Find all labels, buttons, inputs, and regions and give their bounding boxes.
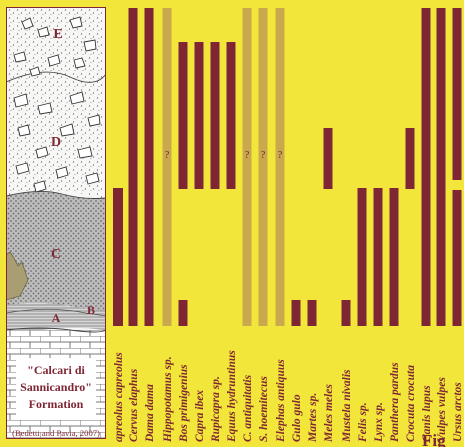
clast bbox=[69, 91, 85, 105]
species-label-ursus-arctos: Ursus arctos bbox=[452, 382, 464, 442]
range-bar-canis-lupus bbox=[421, 8, 431, 326]
range-bar-capreolus-capreolus bbox=[113, 188, 123, 326]
species-label-capreolus-capreolus: apreolus capreolus bbox=[113, 352, 125, 442]
species-label-equus-hydruntinus: Equus hydruntinus bbox=[226, 350, 238, 443]
layer-label-c: C bbox=[51, 247, 61, 262]
species-label-vulpes-vulpes: Vulpes vulpes bbox=[436, 377, 448, 442]
species-label-s-hoemitecus: S. hoemitecus bbox=[258, 376, 270, 442]
species-label-lynx-sp: Lynx sp. bbox=[373, 402, 385, 443]
contact-line-d-c bbox=[6, 191, 106, 199]
range-bar-bos-primigenius bbox=[178, 42, 188, 189]
range-bar-dama-dama bbox=[144, 8, 154, 326]
clast-fragments bbox=[13, 16, 101, 193]
formation-label-line-2: Sannicandro" bbox=[20, 380, 92, 394]
clast bbox=[47, 54, 61, 67]
range-bar-hippopotamus-sp bbox=[162, 8, 172, 326]
species-label-crocuta-crocuta: Crocuta crocuta bbox=[405, 365, 417, 442]
contact-line-bedrock bbox=[6, 327, 106, 333]
species-label-hippopotamus-sp: Hippopotamus sp. bbox=[162, 356, 174, 443]
species-labels: apreolus capreolus Cervus elaphus Dama dam… bbox=[113, 149, 464, 443]
clast bbox=[55, 166, 69, 179]
clast bbox=[21, 17, 34, 30]
species-label-bos-primigenius: Bos primigenius bbox=[178, 364, 190, 443]
layer-label-a: A bbox=[52, 311, 61, 325]
clast bbox=[37, 102, 53, 115]
species-label-elephas-antiquus: Elephas antiquus bbox=[275, 359, 287, 443]
range-bar-felis-sp bbox=[357, 188, 367, 326]
range-bar-rupicapra-sp bbox=[210, 42, 220, 189]
range-bars bbox=[113, 8, 462, 326]
formation-label-line-3: Formation bbox=[29, 397, 84, 411]
range-bar-ursus-arctos bbox=[452, 8, 462, 180]
range-bar-bos-primigenius-2 bbox=[178, 300, 188, 326]
species-label-meles-meles: Meles meles bbox=[323, 384, 335, 443]
formation-label-box bbox=[16, 358, 96, 420]
species-label-c-antiquitatis: C. antiquitatis bbox=[242, 374, 254, 442]
range-bar-cervus-elaphus bbox=[128, 8, 138, 326]
species-label-cervus-elaphus: Cervus elaphus bbox=[128, 368, 140, 442]
species-label-rupicapra-sp: Rupicapra sp. bbox=[210, 376, 222, 443]
range-bar-elephas-antiquus bbox=[275, 8, 285, 326]
clast bbox=[15, 162, 30, 175]
layer-label-e: E bbox=[53, 27, 62, 42]
species-label-panthera-pardus: Panthera pardus bbox=[389, 362, 401, 442]
clast bbox=[85, 172, 100, 185]
range-bar-panthera-pardus bbox=[389, 188, 399, 326]
clast bbox=[69, 16, 83, 29]
range-bar-equus-hydruntinus bbox=[226, 42, 236, 189]
uncertain-mark-c-antiquitatis: ? bbox=[245, 149, 250, 161]
uncertain-mark-hippopotamus-sp: ? bbox=[165, 149, 170, 161]
clast bbox=[73, 57, 86, 69]
clast bbox=[17, 124, 31, 137]
species-label-mustela-nivalis: Mustela nivalis bbox=[341, 369, 353, 443]
range-bar-c-antiquitatis bbox=[242, 8, 252, 326]
clast bbox=[29, 66, 41, 77]
source-credit: (Bedetti and Pavia, 2007) bbox=[12, 428, 100, 438]
clast bbox=[37, 26, 50, 38]
rock-outcrop bbox=[6, 251, 29, 301]
clast bbox=[13, 51, 27, 63]
uncertain-mark-s-hoemitecus: ? bbox=[261, 149, 266, 161]
contact-line-e-d bbox=[6, 71, 106, 83]
range-bar-meles-meles bbox=[323, 128, 333, 189]
range-bar-crocuta-crocuta bbox=[405, 128, 415, 189]
formation-label-line-1: "Calcari di bbox=[27, 363, 85, 377]
clast bbox=[83, 39, 97, 52]
species-label-felis-sp: Felis sp. bbox=[357, 402, 369, 443]
range-bar-ursus-arctos-2 bbox=[452, 190, 462, 326]
contact-line-b bbox=[6, 308, 106, 316]
range-bar-mustela-nivalis bbox=[341, 300, 351, 326]
figure-label-partial: Fig bbox=[422, 431, 446, 447]
layer-d-fill bbox=[6, 72, 106, 200]
range-bar-vulpes-vulpes bbox=[436, 8, 446, 326]
species-label-martes-sp: Martes sp. bbox=[307, 393, 319, 443]
layer-label-b: B bbox=[87, 303, 95, 317]
clast bbox=[77, 146, 93, 159]
range-bar-s-hoemitecus bbox=[258, 8, 268, 326]
species-label-canis-lupus: Canis lupus bbox=[421, 385, 433, 442]
range-bar-gulo-gulo bbox=[291, 300, 301, 326]
species-label-capra-ibex: Capra ibex bbox=[194, 390, 206, 442]
range-bar-martes-sp bbox=[307, 300, 317, 326]
species-label-dama-dama: Dama dama bbox=[144, 384, 156, 443]
layer-label-d: D bbox=[51, 135, 61, 150]
clast bbox=[33, 180, 47, 193]
clast bbox=[13, 93, 29, 108]
uncertain-mark-elephas-antiquus: ? bbox=[278, 149, 283, 161]
range-bar-lynx-sp bbox=[373, 188, 383, 326]
range-bar-capra-ibex bbox=[194, 42, 204, 189]
clast bbox=[35, 146, 49, 159]
species-label-gulo-gulo: Gulo gulo bbox=[291, 394, 303, 442]
clast bbox=[87, 114, 101, 127]
stratigraphic-column bbox=[6, 7, 106, 439]
clast bbox=[59, 123, 75, 137]
layer-c-fill bbox=[6, 191, 106, 312]
